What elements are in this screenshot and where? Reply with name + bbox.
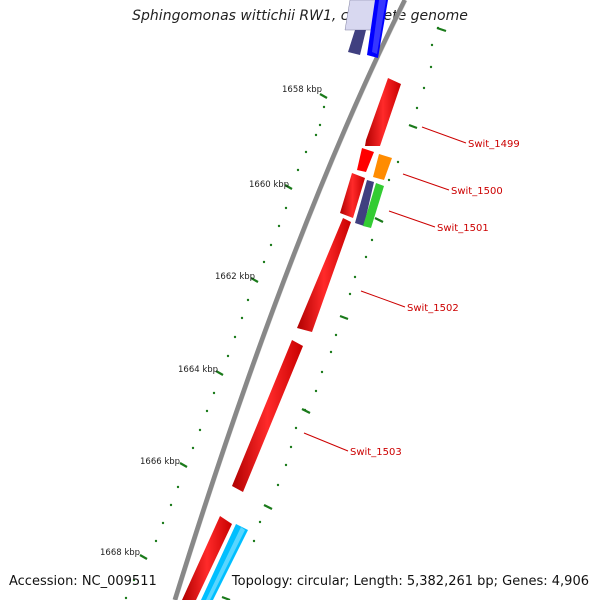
tick-label-1660: 1660 kbp — [249, 180, 289, 190]
backbone — [172, 0, 409, 600]
tick-label-1668: 1668 kbp — [100, 548, 140, 558]
gene-swit-1500 — [373, 154, 392, 180]
gene-swit-1501-navy — [355, 180, 374, 226]
genes — [182, 0, 401, 600]
gene-red-small — [357, 148, 374, 172]
gene-label-swit-1499[interactable]: Swit_1499 — [468, 139, 520, 150]
gene-swit-1502 — [297, 218, 351, 332]
tick-label-1662: 1662 kbp — [215, 272, 255, 282]
gene-label-swit-1501[interactable]: Swit_1501 — [437, 223, 489, 234]
ruler-ticks-inner — [139, 93, 328, 560]
gene-navy-top — [348, 30, 366, 55]
accession-label: Accession: NC_009511 — [9, 574, 157, 589]
gene-label-swit-1502[interactable]: Swit_1502 — [407, 303, 459, 314]
label-leaders — [303, 126, 467, 452]
gene-red-bottom — [182, 516, 232, 600]
ruler-ticks-outer — [221, 26, 447, 600]
gene-red-mid — [340, 173, 365, 218]
gene-swit-1499 — [365, 78, 401, 146]
tick-label-1666: 1666 kbp — [140, 457, 180, 467]
gene-swit-1501 — [363, 183, 384, 228]
gene-swit-1503 — [232, 340, 303, 492]
tick-label-1658: 1658 kbp — [282, 85, 322, 95]
tick-label-1664: 1664 kbp — [178, 365, 218, 375]
genome-summary: Topology: circular; Length: 5,382,261 bp… — [231, 574, 589, 589]
gene-label-swit-1500[interactable]: Swit_1500 — [451, 186, 503, 197]
gene-label-swit-1503[interactable]: Swit_1503 — [350, 447, 402, 458]
guide-dots — [124, 26, 440, 600]
